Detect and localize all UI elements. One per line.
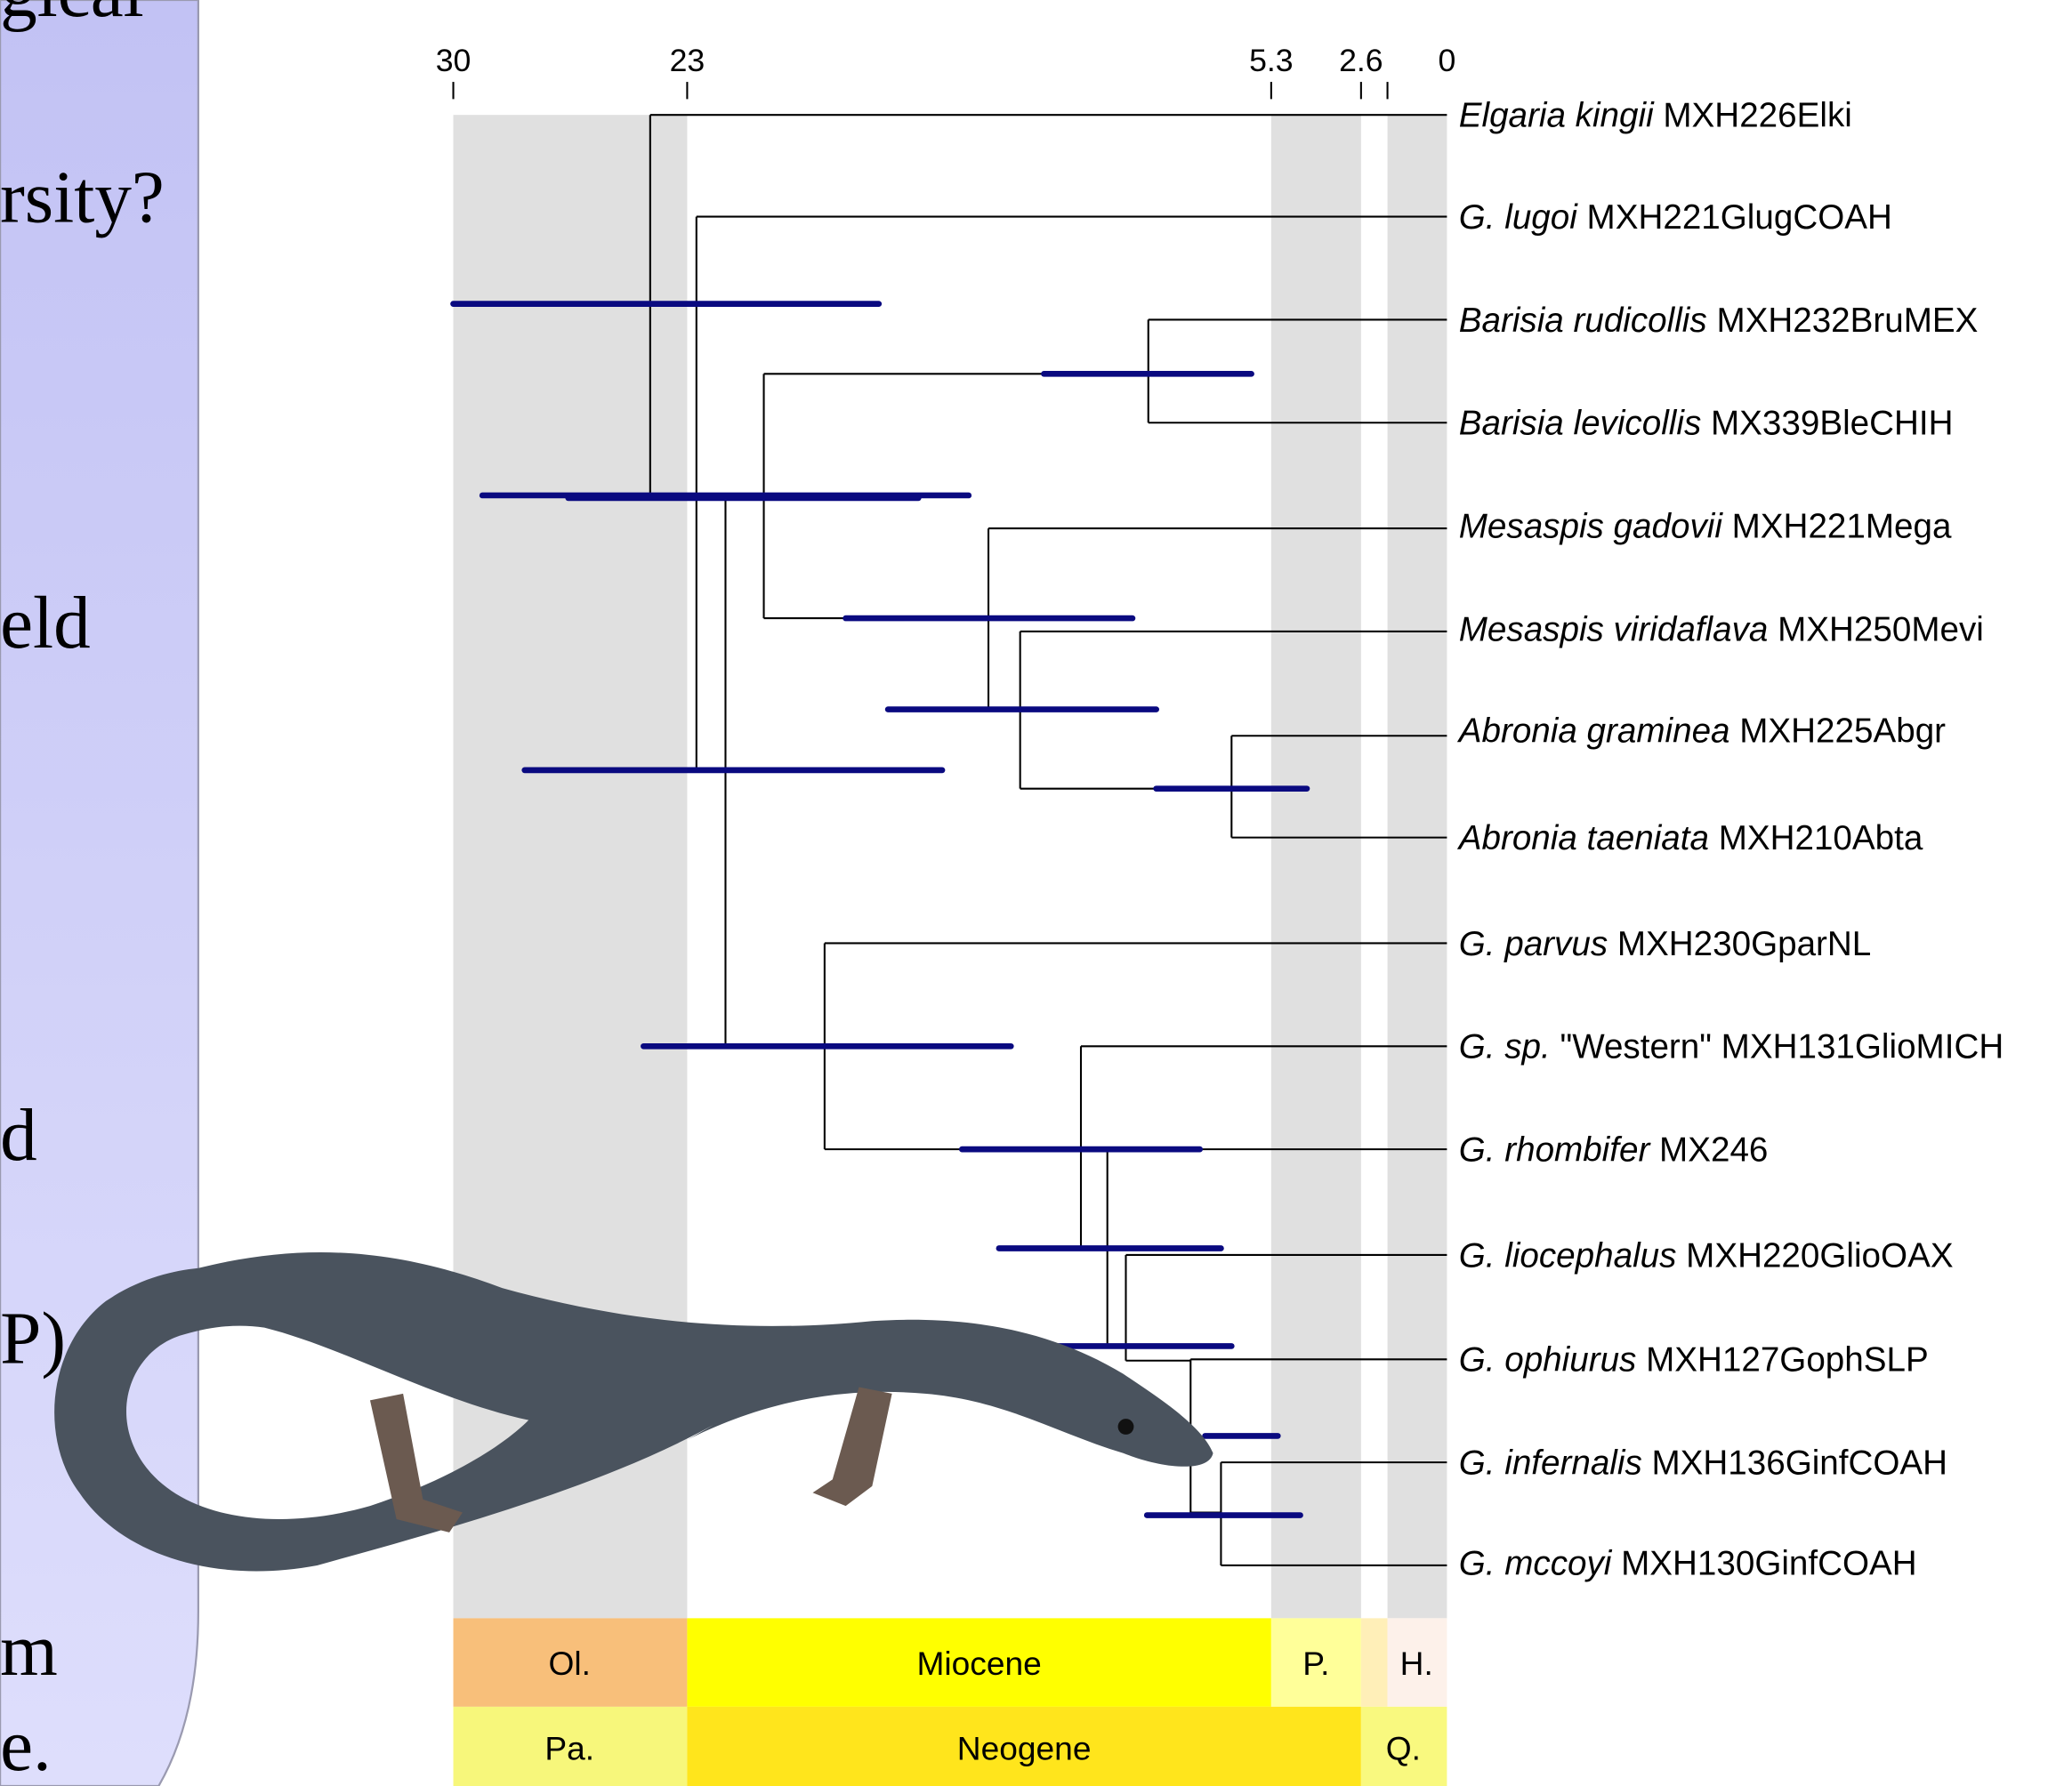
slide: gical rsity? eld d P) m e. 30 23 5.3 2.6 0 Elgaria…	[0, 0, 2072, 1786]
tip-label: G. rhombifer MX246	[1459, 1130, 1769, 1169]
slide-text: e.	[0, 1704, 52, 1786]
tip-label: Barisia levicollis MX339BleCHIH	[1459, 405, 1954, 443]
taxon-name: G. parvus	[1459, 925, 1608, 963]
period-label: Q.	[1386, 1729, 1421, 1766]
band	[1388, 115, 1447, 1618]
tick-label: 0	[1438, 43, 1455, 78]
page: {"slide_text": ["gical", "rsity?", "eld"…	[0, 0, 2072, 1786]
taxon-name: G. liocephalus	[1459, 1236, 1677, 1275]
tip-label: G. infernalis MXH136GinfCOAH	[1459, 1444, 1947, 1482]
tip-label: G. mccoyi MXH130GinfCOAH	[1459, 1544, 1917, 1582]
tick-label: 30	[436, 43, 472, 78]
specimen-code: MXH230GparNL	[1617, 925, 1871, 963]
tip-label: Mesaspis viridaflava MXH250Mevi	[1459, 610, 1984, 648]
taxon-name: Mesaspis viridaflava	[1459, 610, 1769, 648]
taxon-name: G. lugoi	[1459, 198, 1578, 237]
specimen-code: MX339BleCHIH	[1711, 405, 1954, 443]
taxon-name: G. sp.	[1459, 1028, 1551, 1066]
taxon-name: G. infernalis	[1459, 1444, 1642, 1482]
taxon-name: Abronia graminea	[1457, 712, 1730, 751]
time-scale: Ol. Miocene P. H. Pa. Neogene Q.	[454, 1618, 1447, 1786]
tip-label: G. ophiurus MXH127GophSLP	[1459, 1341, 1929, 1380]
tick-label: 23	[670, 43, 705, 78]
tip-label: Barisia rudicollis MXH232BruMEX	[1459, 302, 1979, 340]
specimen-code: MXH226Elki	[1663, 97, 1851, 135]
tick-label: 5.3	[1249, 43, 1294, 78]
specimen-code: "Western" MXH131GlioMICH	[1560, 1028, 2004, 1066]
specimen-code: MXH220GlioOAX	[1686, 1236, 1953, 1275]
taxon-name: Abronia taeniata	[1457, 819, 1709, 857]
slide-text: gical	[0, 0, 144, 32]
period-label: Neogene	[957, 1729, 1092, 1766]
tip-label: Elgaria kingii MXH226Elki	[1459, 97, 1852, 135]
taxon-name: G. rhombifer	[1459, 1130, 1652, 1169]
tip-label: Abronia taeniata MXH210Abta	[1457, 819, 1923, 857]
specimen-code: MXH221Mega	[1732, 507, 1952, 545]
tip-label: Mesaspis gadovii MXH221Mega	[1459, 507, 1952, 545]
tip-label: G. lugoi MXH221GlugCOAH	[1459, 198, 1892, 237]
taxon-name: Elgaria kingii	[1459, 97, 1655, 135]
specimen-code: MXH136GinfCOAH	[1652, 1444, 1948, 1482]
epoch-label: H.	[1400, 1645, 1433, 1682]
slide-text: eld	[0, 582, 91, 664]
specimen-code: MXH130GinfCOAH	[1621, 1544, 1917, 1582]
tip-label: G. liocephalus MXH220GlioOAX	[1459, 1236, 1954, 1275]
tip-label: G. sp. "Western" MXH131GlioMICH	[1459, 1028, 2003, 1066]
slide-text: d	[0, 1094, 37, 1176]
specimen-code: MX246	[1659, 1130, 1768, 1169]
tip-labels: Elgaria kingii MXH226Elki G. lugoi MXH221…	[1457, 97, 2003, 1583]
specimen-code: MXH210Abta	[1719, 819, 1923, 857]
taxon-name: Barisia rudicollis	[1459, 302, 1707, 340]
lizard-eye	[1118, 1419, 1134, 1435]
slide-text: m	[0, 1609, 58, 1691]
slide-text: rsity?	[0, 157, 165, 238]
period-label: Pa.	[544, 1729, 594, 1766]
specimen-code: MXH250Mevi	[1778, 610, 1984, 648]
tip-label: G. parvus MXH230GparNL	[1459, 925, 1872, 963]
epoch-label: Miocene	[916, 1645, 1041, 1682]
taxon-name: Mesaspis gadovii	[1459, 507, 1724, 545]
epoch-box	[1361, 1618, 1388, 1707]
tip-label: Abronia graminea MXH225Abgr	[1457, 712, 1946, 751]
epoch-label: Ol.	[548, 1645, 590, 1682]
epoch-label: P.	[1302, 1645, 1329, 1682]
specimen-code: MXH225Abgr	[1739, 712, 1946, 751]
specimen-code: MXH221GlugCOAH	[1587, 198, 1892, 237]
time-axis: 30 23 5.3 2.6 0	[436, 43, 1456, 99]
taxon-name: G. mccoyi	[1459, 1544, 1613, 1582]
slide-text: P)	[0, 1298, 66, 1380]
specimen-code: MXH232BruMEX	[1716, 302, 1978, 340]
tick-label: 2.6	[1339, 43, 1383, 78]
specimen-code: MXH127GophSLP	[1646, 1341, 1929, 1380]
taxon-name: G. ophiurus	[1459, 1341, 1637, 1380]
band	[1271, 115, 1361, 1618]
taxon-name: Barisia levicollis	[1459, 405, 1702, 443]
